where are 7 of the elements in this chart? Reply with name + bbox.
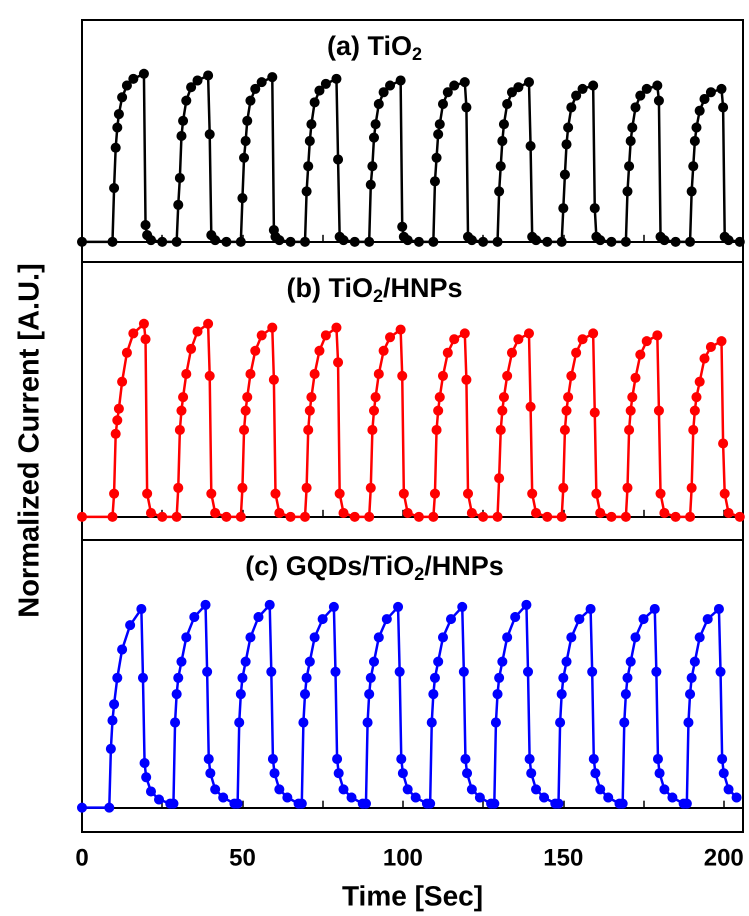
x-tick-label: 0 xyxy=(75,844,89,872)
y-axis-title: Normalized Current [A.U.] xyxy=(14,262,46,618)
x-tick-label: 200 xyxy=(704,844,744,872)
x-tick-label: 50 xyxy=(229,844,256,872)
x-tick-label: 150 xyxy=(543,844,584,872)
x-axis-title: Time [Sec] xyxy=(342,880,484,912)
x-tick-label: 100 xyxy=(382,844,423,872)
